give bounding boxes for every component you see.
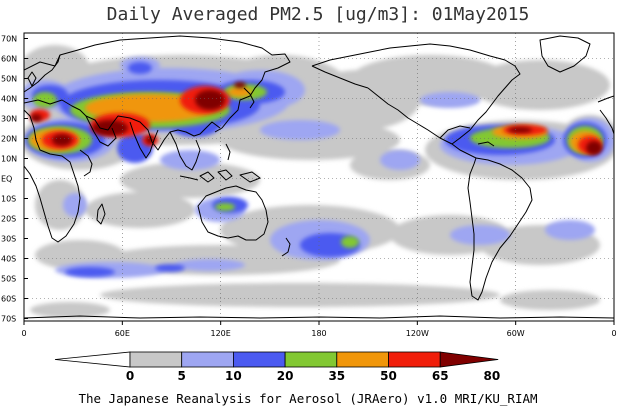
colorbar-label: 20: [277, 369, 294, 383]
latitude-label: 60S: [1, 295, 16, 304]
latitude-label: 10N: [1, 155, 17, 164]
colorbar-cell: [181, 351, 234, 368]
latitude-label: 40N: [1, 95, 17, 104]
pm25-band-80-plus: [30, 82, 602, 155]
pm25-field: [24, 33, 614, 321]
colorbar-cell: [129, 351, 183, 368]
colorbar-label: 65: [432, 369, 449, 383]
longitude-label: 0: [611, 329, 616, 338]
colorbar-arrow-low: [54, 351, 131, 368]
latitude-label: 70S: [1, 315, 16, 324]
colorbar-cell: [336, 351, 389, 368]
latitude-label: 40S: [1, 255, 16, 264]
map-title: Daily Averaged PM2.5 [ug/m3]: 01May2015: [107, 4, 530, 25]
longitude-label: 120W: [406, 329, 429, 338]
colorbar-cells: [54, 351, 499, 368]
longitude-labels: 0 60E 120E 180 120W 60W 0: [21, 321, 617, 338]
colorbar-labels: 0 5 10 20 35 50 65 80: [126, 369, 500, 383]
map-area: 70N 60N 50N 40N 30N 20N 10N EQ 10S 20S 30S 40S 50S 60…: [1, 32, 617, 338]
colorbar-label: 10: [225, 369, 242, 383]
latitude-label: 50S: [1, 275, 16, 284]
longitude-label: 60W: [507, 329, 525, 338]
latitude-label: 30N: [1, 115, 17, 124]
latitude-label: 20N: [1, 135, 17, 144]
latitude-label: EQ: [1, 175, 12, 184]
latitude-label: 20S: [1, 215, 16, 224]
latitude-label: 50N: [1, 75, 17, 84]
longitude-label: 60E: [115, 329, 130, 338]
longitude-label: 180: [311, 329, 326, 338]
longitude-label: 120E: [211, 329, 231, 338]
credit-line: The Japanese Reanalysis for Aerosol (JRA…: [78, 391, 537, 406]
colorbar: 0 5 10 20 35 50 65 80: [54, 351, 500, 383]
colorbar-label: 35: [328, 369, 345, 383]
colorbar-arrow-high: [439, 351, 499, 368]
longitude-label: 0: [21, 329, 26, 338]
latitude-label: 70N: [1, 35, 17, 44]
colorbar-cell: [232, 351, 286, 368]
coastlines: [24, 35, 614, 319]
latitude-label: 10S: [1, 195, 16, 204]
colorbar-cell: [388, 351, 441, 368]
colorbar-label: 5: [178, 369, 186, 383]
latitude-labels: 70N 60N 50N 40N 30N 20N 10N EQ 10S 20S 30S 40S 50S 60…: [1, 35, 28, 324]
latitude-label: 60N: [1, 55, 17, 64]
latitude-label: 30S: [1, 235, 16, 244]
map-gridlines: [24, 33, 614, 321]
colorbar-label: 80: [484, 369, 501, 383]
colorbar-label: 0: [126, 369, 134, 383]
colorbar-label: 50: [380, 369, 397, 383]
colorbar-cell: [284, 351, 338, 368]
